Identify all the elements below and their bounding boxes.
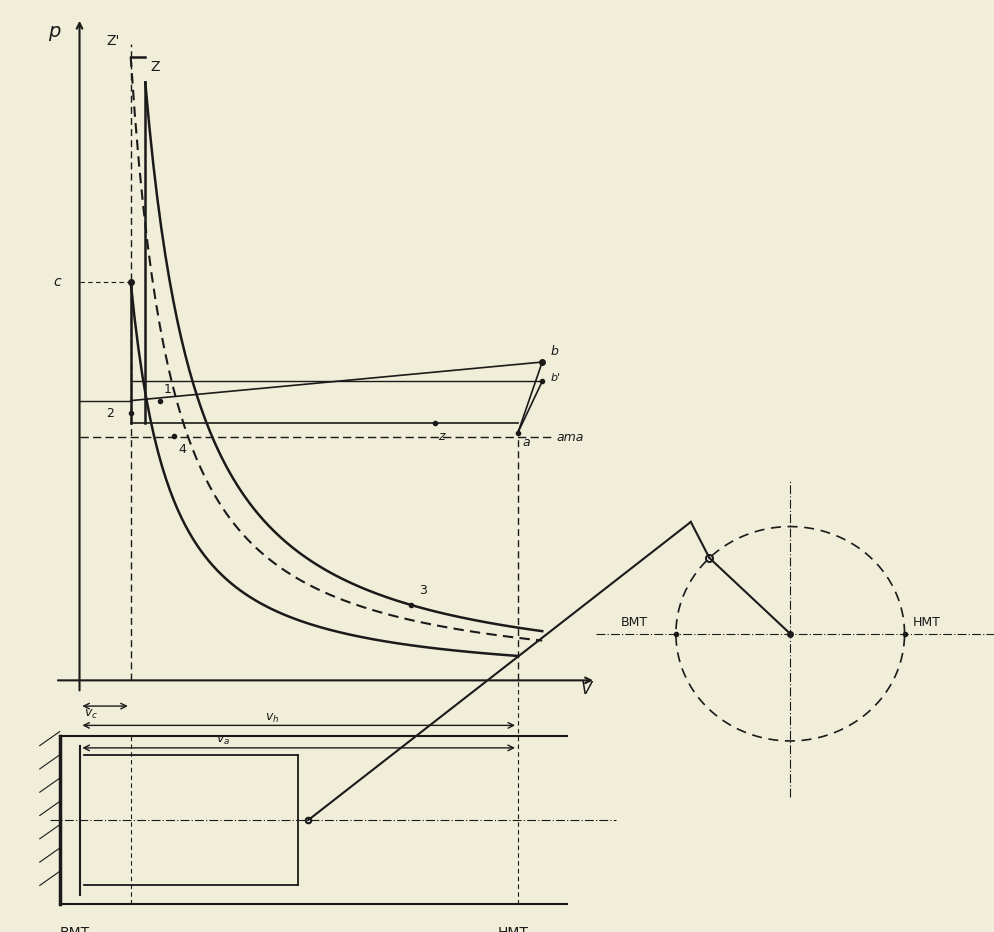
Text: $v_a$: $v_a$	[216, 734, 230, 747]
Text: Z: Z	[150, 60, 160, 75]
Text: 3: 3	[418, 583, 426, 596]
Text: V: V	[580, 680, 591, 698]
Text: 2: 2	[105, 407, 113, 420]
Text: b: b	[550, 345, 558, 358]
Text: HMT: HMT	[912, 616, 940, 629]
Text: 1: 1	[164, 383, 172, 396]
Text: p: p	[49, 22, 61, 41]
Text: $v_h$: $v_h$	[264, 712, 279, 725]
Text: 4: 4	[179, 443, 186, 456]
Text: a: a	[523, 436, 531, 449]
Text: ama: ama	[557, 431, 584, 444]
Text: z: z	[438, 430, 444, 443]
Text: c: c	[54, 275, 62, 289]
Text: BMT: BMT	[60, 925, 89, 932]
Text: BMT: BMT	[621, 616, 648, 629]
Text: $v_c$: $v_c$	[84, 708, 98, 721]
Text: b': b'	[550, 374, 561, 383]
Text: HMT: HMT	[498, 925, 529, 932]
Text: Z': Z'	[106, 34, 119, 48]
